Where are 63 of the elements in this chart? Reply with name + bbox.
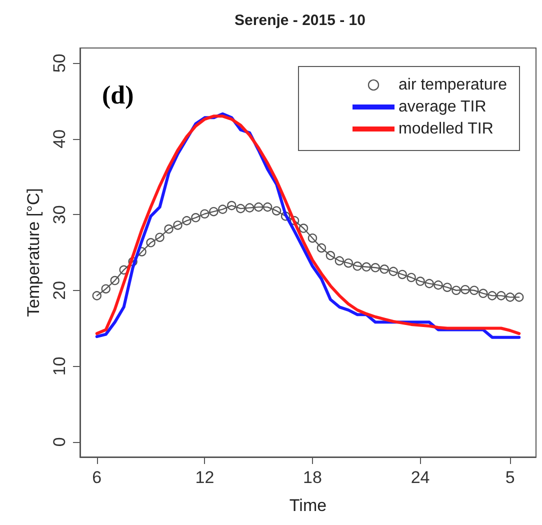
legend-label: air temperature xyxy=(398,76,508,94)
point xyxy=(380,264,389,274)
point xyxy=(424,278,434,288)
x-tick-label: 5 xyxy=(505,468,515,487)
point xyxy=(352,262,362,271)
point xyxy=(101,284,110,294)
point xyxy=(388,266,398,276)
annotation: (d) xyxy=(102,80,134,110)
point xyxy=(209,207,218,216)
chart-title: Serenje - 2015 - 10 xyxy=(234,12,366,29)
point xyxy=(218,204,228,214)
point xyxy=(514,292,524,302)
point xyxy=(146,238,156,248)
y-tick-label: 0 xyxy=(50,437,69,447)
point xyxy=(236,204,246,214)
point xyxy=(110,276,120,286)
point xyxy=(506,292,515,302)
point xyxy=(434,280,443,290)
point xyxy=(334,256,344,266)
point xyxy=(245,203,254,212)
point xyxy=(452,286,461,295)
x-tick-label: 18 xyxy=(303,468,322,487)
point xyxy=(398,270,407,280)
point xyxy=(298,224,308,233)
x-axis-title: Time xyxy=(289,496,327,515)
point xyxy=(262,202,272,212)
point xyxy=(308,234,318,243)
point xyxy=(92,291,102,300)
point xyxy=(406,272,416,282)
point xyxy=(290,216,300,226)
point xyxy=(460,285,470,294)
point xyxy=(227,200,236,210)
y-tick-label: 30 xyxy=(50,205,69,224)
point xyxy=(488,291,497,300)
point xyxy=(272,206,282,216)
y-tick-label: 50 xyxy=(50,54,69,73)
point xyxy=(173,220,182,230)
y-tick-label: 10 xyxy=(50,356,69,376)
point xyxy=(478,288,488,298)
point xyxy=(182,216,192,226)
y-axis-title: Temperature [°C] xyxy=(24,188,43,317)
point xyxy=(442,282,452,292)
legend-label: modelled TIR xyxy=(398,120,494,138)
point xyxy=(362,262,371,272)
point xyxy=(326,250,336,260)
point xyxy=(416,276,425,286)
y-tick-label: 40 xyxy=(50,129,69,148)
x-tick-label: 6 xyxy=(92,468,102,487)
point xyxy=(496,291,506,300)
x-tick-label: 24 xyxy=(410,468,430,487)
point xyxy=(254,202,264,212)
point xyxy=(470,286,479,295)
point xyxy=(370,263,380,272)
point xyxy=(344,258,354,268)
point xyxy=(155,232,164,242)
point xyxy=(316,243,326,253)
y-tick-label: 20 xyxy=(50,280,69,300)
point xyxy=(164,224,174,234)
x-tick-label: 12 xyxy=(195,468,214,487)
point xyxy=(200,209,210,218)
point xyxy=(191,213,200,222)
legend-label: average TIR xyxy=(398,98,486,116)
point xyxy=(280,212,290,221)
